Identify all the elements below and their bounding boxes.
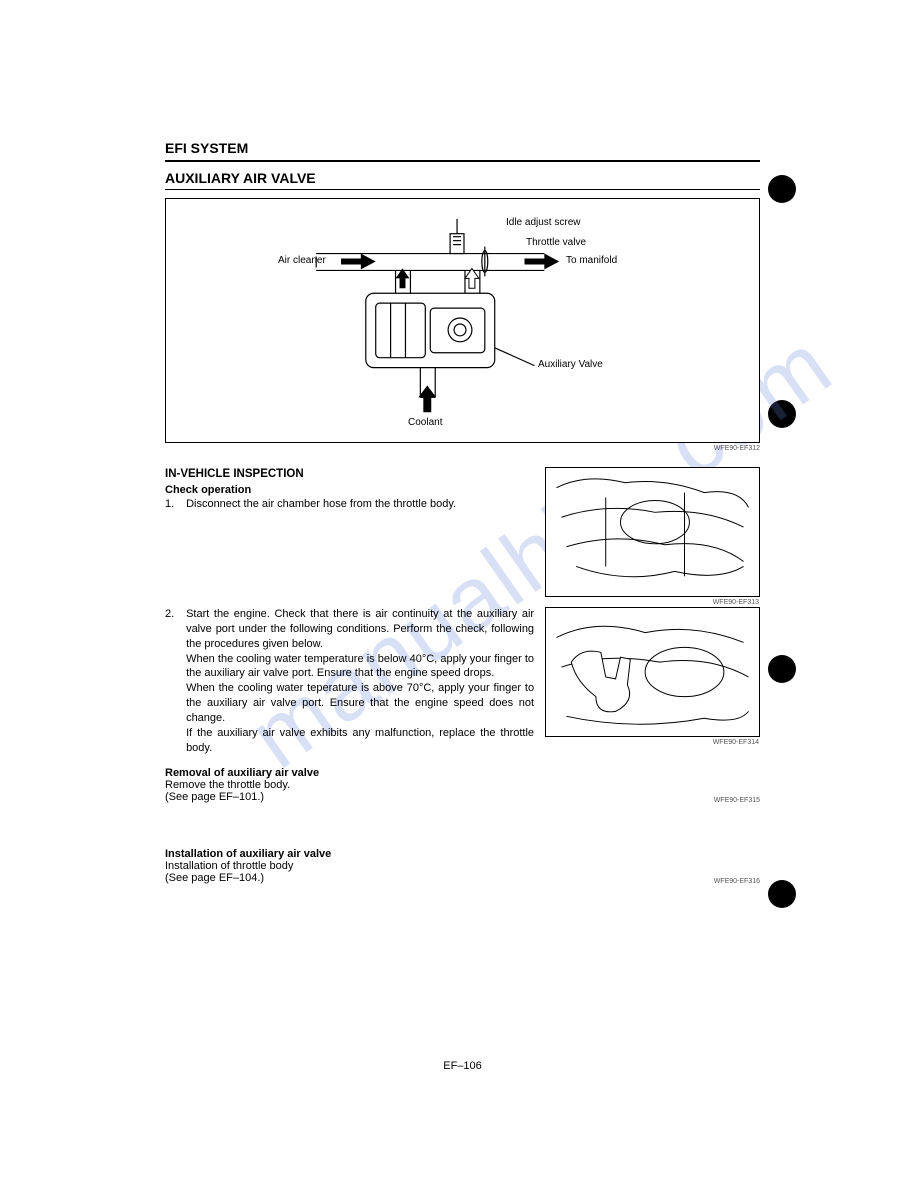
- finger-test-svg: [546, 608, 759, 736]
- step-number: 2.: [165, 607, 183, 622]
- figure-2: WFE90-EF313: [545, 467, 760, 597]
- installation-line1: Installation of throttle body: [165, 860, 760, 872]
- removal-line1: Remove the throttle body.: [165, 779, 760, 791]
- step-text: Start the engine. Check that there is ai…: [186, 607, 534, 755]
- inspection-row-2: 2. Start the engine. Check that there is…: [165, 607, 760, 755]
- valve-schematic-svg: [166, 199, 759, 442]
- inspection-row-1: IN-VEHICLE INSPECTION Check operation 1.…: [165, 467, 760, 597]
- fig-ref-main: WFE90-EF312: [714, 445, 760, 452]
- label-air-cleaner: Air cleaner: [278, 255, 326, 266]
- inspection-subheading: Check operation: [165, 483, 535, 498]
- system-title: EFI SYSTEM: [165, 140, 760, 162]
- page-number: EF–106: [165, 1060, 760, 1072]
- fig-ref-5: WFE90-EF316: [714, 878, 760, 885]
- label-throttle-valve: Throttle valve: [526, 237, 586, 248]
- step-text: Disconnect the air chamber hose from the…: [186, 497, 534, 512]
- binder-hole: [768, 655, 796, 683]
- section-title: AUXILIARY AIR VALVE: [165, 170, 760, 190]
- fig-ref-3: WFE90-EF314: [713, 739, 759, 746]
- label-auxiliary-valve: Auxiliary Valve: [538, 359, 603, 370]
- removal-heading: Removal of auxiliary air valve: [165, 767, 760, 779]
- step-number: 1.: [165, 497, 183, 512]
- engine-sketch-svg: [546, 468, 759, 596]
- binder-hole: [768, 175, 796, 203]
- binder-hole: [768, 880, 796, 908]
- binder-hole: [768, 400, 796, 428]
- fig-ref-2: WFE90-EF313: [713, 599, 759, 606]
- figure-3: WFE90-EF314: [545, 607, 760, 737]
- label-to-manifold: To manifold: [566, 255, 617, 266]
- installation-heading: Installation of auxiliary air valve: [165, 848, 760, 860]
- installation-line2: (See page EF–104.): [165, 872, 760, 884]
- fig-ref-4: WFE90-EF315: [714, 797, 760, 804]
- inspection-heading: IN-VEHICLE INSPECTION: [165, 467, 535, 483]
- page-content: EFI SYSTEM AUXILIARY AIR VALVE: [165, 140, 760, 884]
- label-coolant: Coolant: [408, 417, 442, 428]
- main-diagram: Idle adjust screw Throttle valve Air cle…: [165, 198, 760, 443]
- removal-line2: (See page EF–101.): [165, 791, 760, 803]
- label-idle-adjust: Idle adjust screw: [506, 217, 580, 228]
- installation-section: Installation of auxiliary air valve Inst…: [165, 848, 760, 884]
- removal-section: Removal of auxiliary air valve Remove th…: [165, 767, 760, 803]
